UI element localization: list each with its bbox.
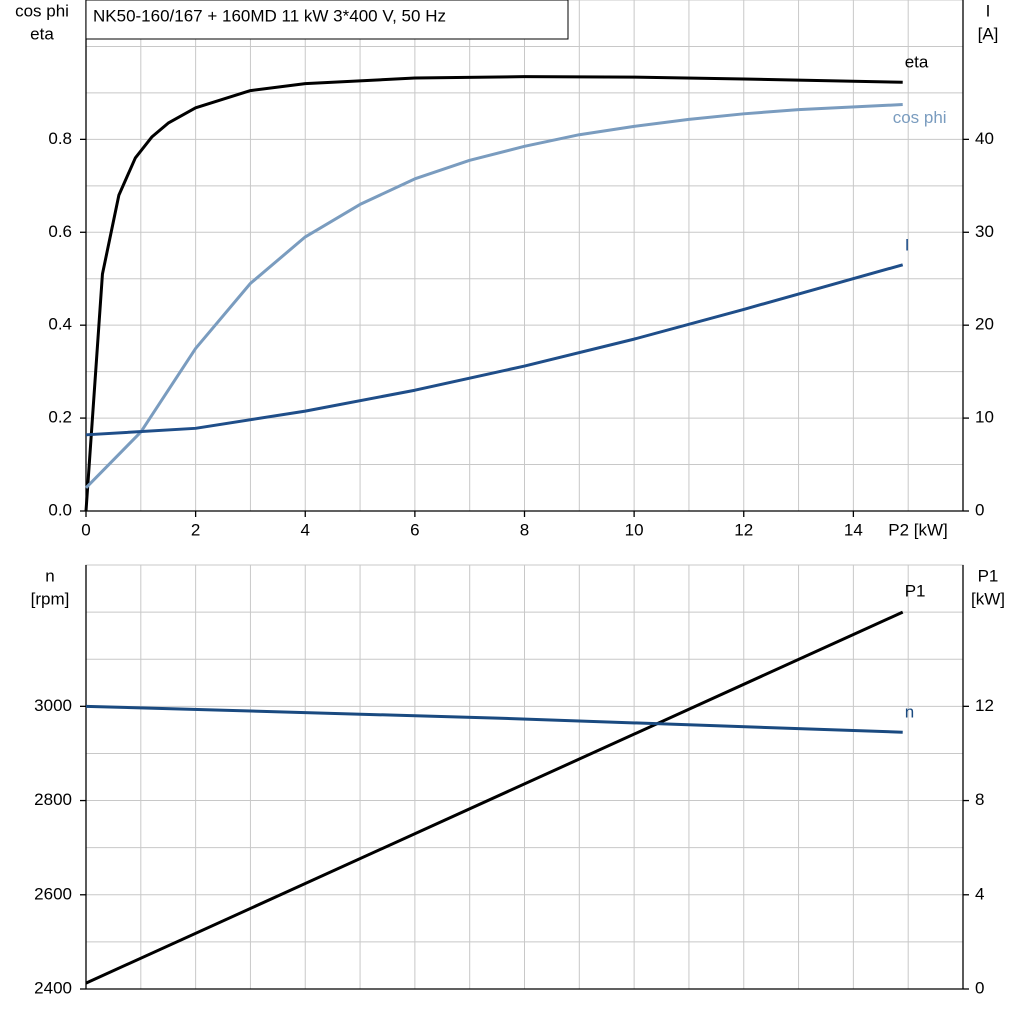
y-tick-label: 2400 [34,978,72,997]
y2-axis-label: I [986,1,991,20]
x-tick-label: 2 [191,520,200,539]
y2-tick-label: 10 [975,408,994,427]
x-tick-label: 8 [520,520,529,539]
y2-tick-label: 0 [975,500,984,519]
title-box [85,0,569,40]
y-axis-label: eta [30,24,54,43]
y-tick-label: 0.0 [48,500,72,519]
y-tick-label: 0.2 [48,408,72,427]
x-axis-label: P2 [kW] [888,520,948,539]
y2-axis-label: [kW] [971,589,1005,608]
series-label: eta [905,53,929,72]
y2-tick-label: 8 [975,790,984,809]
series-line [85,263,904,437]
y2-tick-label: 0 [975,978,984,997]
y-tick-label: 0.6 [48,222,72,241]
y-axis-label: [rpm] [31,589,70,608]
series-label: n [905,703,914,722]
y2-axis-label: [A] [978,24,999,43]
y-tick-label: 3000 [34,696,72,715]
y-tick-label: 2800 [34,790,72,809]
y2-tick-label: 12 [975,696,994,715]
series-label: cos phi [893,108,947,127]
y-tick-label: 0.4 [48,315,72,334]
y2-tick-label: 40 [975,129,994,148]
x-tick-label: 12 [734,520,753,539]
y-tick-label: 0.8 [48,129,72,148]
x-tick-label: 6 [410,520,419,539]
y2-tick-label: 20 [975,315,994,334]
y-axis-label: cos phi [15,1,69,20]
series-line [85,610,904,985]
x-tick-label: 14 [844,520,863,539]
series-line [84,75,903,512]
series-label: I [905,235,910,254]
y-tick-label: 2600 [34,884,72,903]
series-line [85,704,903,734]
x-tick-label: 4 [301,520,310,539]
x-tick-label: 10 [625,520,644,539]
series-line [84,103,903,489]
x-tick-label: 0 [81,520,90,539]
y2-tick-label: 4 [975,884,984,903]
chart-title: NK50-160/167 + 160MD 11 kW 3*400 V, 50 H… [93,6,446,25]
y2-axis-label: P1 [978,566,999,585]
series-label: P1 [905,582,926,601]
y2-tick-label: 30 [975,222,994,241]
y-axis-label: n [45,566,54,585]
